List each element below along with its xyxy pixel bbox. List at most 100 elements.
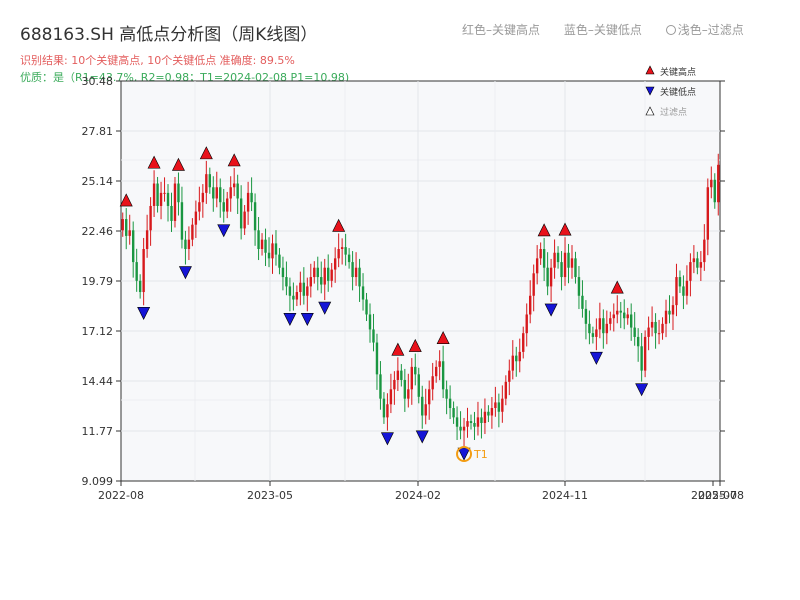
candle-body [643,336,647,371]
candle-body [156,183,159,206]
candle-body [664,310,668,324]
candle-body [337,248,340,259]
candle-body [609,318,612,324]
candle-body [654,321,657,334]
candle-body [281,267,285,278]
candle-body [131,230,135,263]
y-tick-label: 27.81 [82,125,114,138]
candle-body [313,267,316,278]
pivot-markers: T1 [119,146,649,462]
candle-body [581,295,584,309]
candle-body [288,286,292,296]
candle-body [194,211,198,225]
y-tick-label: 22.46 [82,225,114,238]
candle-body [455,417,459,427]
candle-body [205,174,208,193]
candle-body [692,258,696,263]
candle-body [441,361,445,390]
candle-body [424,404,427,416]
candle-body [417,374,420,397]
candle-body [689,262,692,281]
key-low-triangle-icon [589,351,603,365]
key-low-triangle-icon [318,301,332,315]
key-high-triangle-icon [391,342,405,356]
candle-body [476,417,480,427]
candle-body [535,258,539,274]
candle-body [598,318,602,330]
candle-body [365,299,368,315]
y-tick-label: 19.79 [82,275,114,288]
candle-body [309,277,312,287]
key-low-triangle-icon [635,383,649,397]
key-low-triangle-icon [415,430,429,444]
candle-body [330,269,333,281]
candle-body [633,327,636,337]
candle-body [403,379,407,399]
candle-body [145,230,149,249]
candle-body [504,381,508,399]
candle-body [717,164,720,203]
candle-body [483,411,487,423]
x-tick-label: 2022-08 [98,489,144,502]
key-low-triangle-icon [544,303,558,317]
key-high-triangle-icon [537,223,551,237]
candle-body [236,183,239,199]
x-tick-label: 2024-02 [395,489,441,502]
key-high-triangle-icon [147,155,161,169]
candle-body [344,247,347,255]
candle-body [149,205,152,231]
candle-body [278,254,281,268]
chart-title: 688163.SH 高低点分析图（周K线图） [20,25,318,45]
key-high-triangle-icon [199,146,213,160]
y-tick-label: 25.14 [82,175,114,188]
candle-body [532,273,535,296]
candle-body [396,370,400,380]
key-high-triangle-icon [171,157,185,171]
candle-body [619,310,622,313]
candle-body [529,295,532,315]
candle-body [515,355,518,362]
candle-body [431,376,434,390]
candle-body [647,327,650,337]
candle-body [306,286,309,296]
candle-body [640,346,643,371]
candle-body [661,323,664,334]
candle-body [511,355,514,371]
candle-body [285,277,288,287]
candle-body [358,267,361,287]
candle-body [682,286,685,296]
filtered-legend-triangle-icon [645,106,655,116]
candle-body [616,310,619,315]
candle-body [219,187,222,203]
candle-body [222,202,225,212]
candle-body [375,342,379,375]
y-tick-label: 17.12 [82,325,114,338]
candle-body [508,370,511,382]
candle-body [414,366,417,375]
candle-body [650,321,654,328]
candle-body [448,398,452,409]
candle-body [574,258,577,278]
candle-body [257,230,260,249]
candle-body [570,258,574,268]
candle-body [260,239,264,249]
candle-body [466,421,469,427]
candle-body [703,239,706,263]
key-high-triangle-icon [558,222,572,236]
candle-body [138,280,142,293]
key-low-triangle-icon [283,312,297,326]
candle-body [229,187,232,199]
y-tick-label: 30.48 [82,75,114,88]
y-axis: 30.48 27.81 25.14 22.46 19.79 17.12 14.44 11.77… [82,75,725,488]
candle-body [595,329,598,337]
candle-body [389,389,393,405]
candle-body [201,192,205,203]
key-high-triangle-icon [332,218,346,232]
candle-body [142,248,145,293]
candle-body [372,329,375,343]
candle-body [361,286,365,300]
candle-body [629,314,633,328]
candle-body [121,219,124,231]
candle-body [226,198,229,212]
hollow-circle-icon [665,25,676,35]
